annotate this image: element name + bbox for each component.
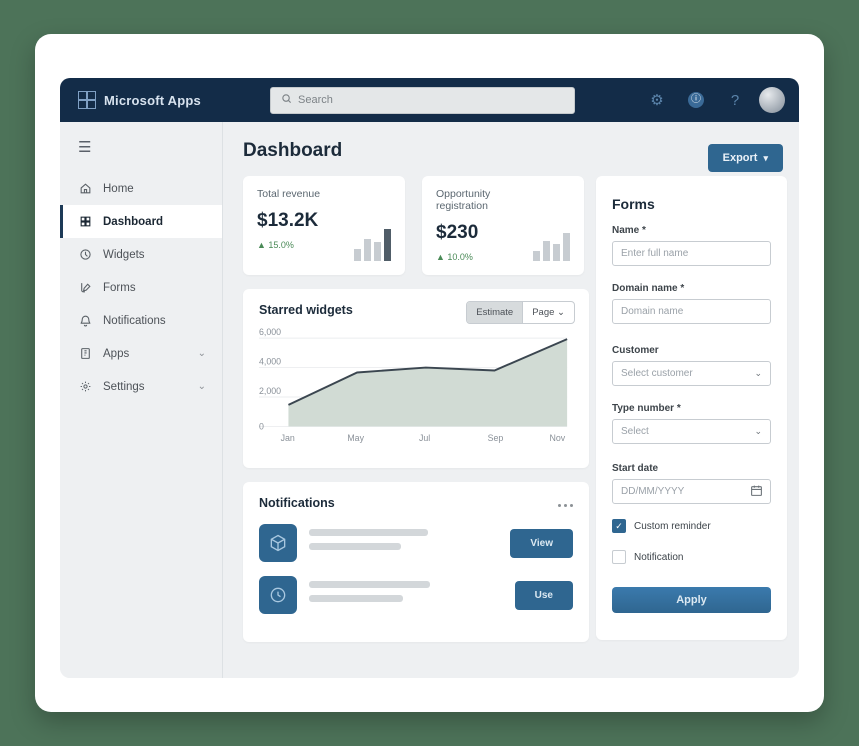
svg-text:0: 0 <box>259 421 264 431</box>
svg-text:2,000: 2,000 <box>259 386 281 396</box>
svg-text:Jan: Jan <box>281 433 295 443</box>
svg-text:4,000: 4,000 <box>259 357 281 367</box>
svg-text:6,000: 6,000 <box>259 327 281 337</box>
svg-text:May: May <box>347 433 364 443</box>
svg-text:Jul: Jul <box>419 433 430 443</box>
svg-text:Nov: Nov <box>549 433 565 443</box>
svg-text:Sep: Sep <box>488 433 504 443</box>
